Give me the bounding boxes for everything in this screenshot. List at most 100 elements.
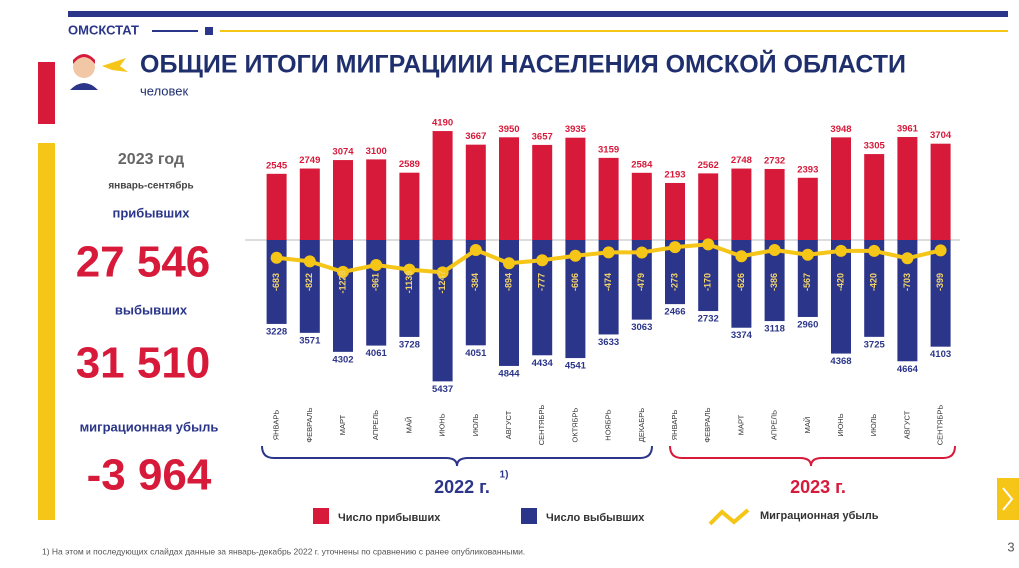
legend: Число прибывших Число выбывших Миграционна…: [313, 508, 879, 526]
legend-label: Миграционная убыль: [760, 510, 879, 522]
value-label: 2732: [764, 155, 785, 166]
x-tick-label: ДЕКАБРЬ: [637, 408, 646, 442]
summary-value: -3 964: [87, 451, 212, 500]
bar: [532, 240, 553, 356]
value-label: 4302: [332, 354, 353, 365]
summary-label: прибывших: [113, 205, 191, 220]
legend-swatch: [313, 508, 329, 524]
x-tick-label: НОЯБРЬ: [604, 409, 613, 440]
page-number: 3: [1007, 539, 1014, 554]
group-bracket: [261, 445, 653, 467]
line-point: [635, 246, 648, 259]
value-label: 4844: [498, 368, 520, 379]
value-label: 3305: [864, 141, 886, 152]
value-label: -777: [537, 273, 547, 291]
value-label: 3571: [299, 335, 321, 346]
value-label: -384: [470, 273, 480, 291]
bar: [565, 240, 586, 359]
value-label: 3725: [864, 339, 886, 350]
bar: [631, 240, 652, 320]
line-point: [337, 265, 349, 278]
bar: [698, 240, 719, 312]
group-label: 2022 г.: [434, 477, 490, 497]
line-point: [503, 257, 515, 270]
line-point: [768, 244, 781, 257]
accent-yellow: [38, 143, 55, 520]
line-point: [370, 258, 383, 271]
value-label: 2589: [399, 159, 420, 170]
group-note: 1): [500, 470, 509, 481]
brand: ОМСКСТАТ: [68, 22, 139, 37]
x-tick-label: ИЮНЬ: [836, 413, 845, 436]
value-label: 2732: [698, 314, 719, 325]
bar: [532, 144, 553, 240]
bar: [432, 240, 453, 382]
value-label: 4103: [930, 349, 951, 360]
bar: [399, 240, 420, 337]
bar: [897, 240, 918, 362]
bar: [930, 240, 951, 347]
x-tick-label: ИЮНЬ: [438, 413, 447, 436]
x-tick-label: МАРТ: [736, 414, 745, 435]
value-label: -1247: [437, 270, 447, 293]
x-tick-label: АПРЕЛЬ: [770, 410, 779, 440]
value-label: 2748: [731, 155, 752, 166]
bar: [333, 160, 353, 240]
value-label: 3228: [266, 326, 287, 337]
bar: [930, 143, 951, 240]
line-point: [602, 246, 615, 259]
x-tick-label: АПРЕЛЬ: [371, 410, 380, 440]
line-point: [868, 244, 881, 257]
value-label: 4664: [897, 364, 919, 375]
value-label: 2562: [698, 160, 719, 171]
line-point: [702, 238, 715, 251]
x-tick-label: АВГУСТ: [902, 410, 911, 439]
bar: [499, 240, 519, 366]
value-label: 3633: [598, 337, 619, 348]
title: ОБЩИЕ ИТОГИ МИГРАЦИИИ НАСЕЛЕНИЯ ОМСКОЙ О…: [140, 49, 906, 79]
value-label: -606: [570, 273, 580, 291]
x-tick-label: ФЕВРАЛЬ: [305, 407, 314, 442]
x-tick-label: ФЕВРАЛЬ: [703, 407, 712, 442]
summary-label: выбывших: [115, 302, 188, 317]
bar: [764, 240, 785, 322]
bar: [333, 240, 353, 352]
value-label: 3935: [565, 124, 587, 135]
x-tick-label: ИЮЛЬ: [869, 414, 878, 437]
bar: [631, 172, 652, 240]
bar: [499, 137, 519, 240]
nav-arrow: [1002, 487, 1014, 511]
value-label: -399: [935, 273, 945, 291]
line-point: [536, 254, 549, 267]
line-point: [469, 243, 482, 256]
x-tick-label: ЯНВАРЬ: [670, 410, 679, 441]
x-tick-label: СЕНТЯБРЬ: [537, 405, 546, 446]
bar: [465, 240, 486, 346]
x-tick-label: ОКТЯБРЬ: [570, 407, 579, 442]
bar: [797, 240, 818, 317]
bar: [399, 172, 420, 240]
line-point: [669, 241, 681, 254]
value-label: 3100: [366, 146, 387, 157]
value-label: -1139: [404, 271, 414, 294]
value-label: -420: [869, 273, 879, 291]
value-label: -703: [902, 273, 912, 291]
bar: [366, 159, 387, 240]
nav-box[interactable]: [997, 478, 1019, 520]
value-label: 4061: [366, 348, 388, 359]
line-point: [303, 255, 316, 268]
value-label: -420: [835, 273, 845, 291]
value-label: 5437: [432, 384, 453, 395]
bar: [764, 168, 785, 240]
value-label: -479: [636, 273, 646, 291]
value-label: 4541: [565, 361, 587, 372]
value-label: -1228: [337, 270, 347, 293]
summary-label: миграционная убыль: [80, 419, 219, 434]
value-label: -683: [271, 273, 281, 291]
value-label: 2466: [664, 307, 685, 318]
line-point: [801, 248, 814, 261]
line-point: [270, 251, 283, 264]
x-tick-label: ЯНВАРЬ: [272, 410, 281, 441]
value-label: 3074: [332, 147, 354, 158]
